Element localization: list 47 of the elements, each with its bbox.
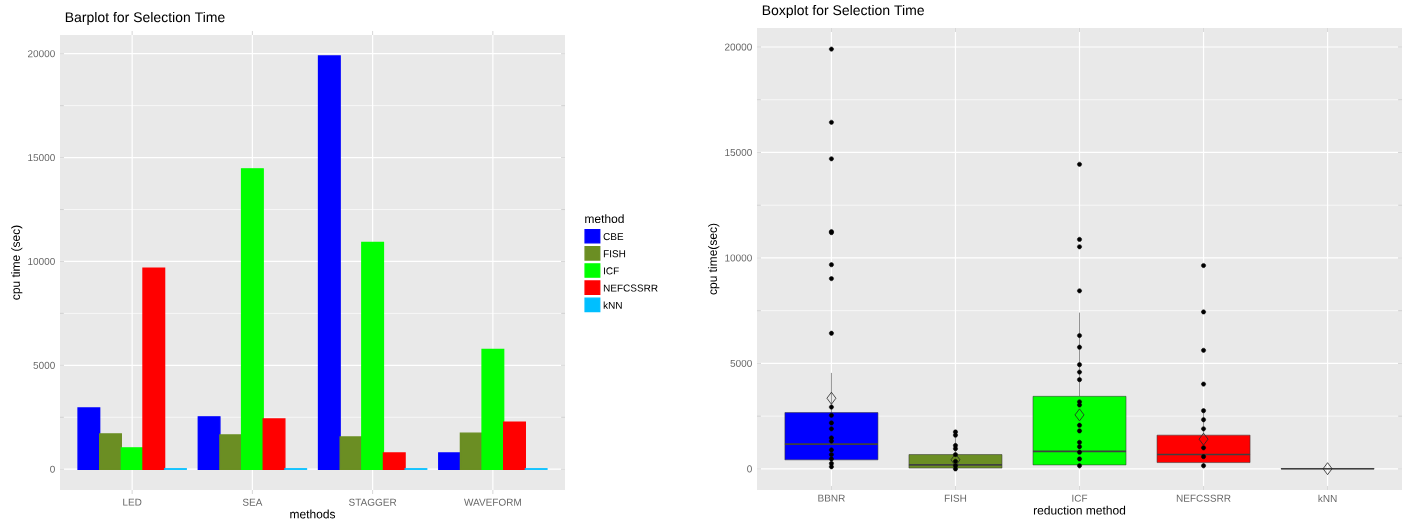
- x-tick-label: WAVEFORM: [464, 498, 521, 506]
- bar: [142, 267, 166, 470]
- y-tick-label: 15000: [725, 148, 752, 157]
- y-tick-label: 10000: [28, 257, 55, 266]
- x-tick-label: STAGGER: [349, 498, 397, 506]
- legend-label: ICF: [604, 267, 619, 275]
- bar: [438, 452, 462, 470]
- bar: [382, 452, 406, 470]
- legend-label: CBE: [603, 233, 624, 241]
- y-tick-label: 5000: [33, 361, 55, 369]
- y-tick-label: 20000: [724, 43, 752, 51]
- bar: [120, 447, 144, 470]
- x-tick-label: kNN: [1318, 494, 1337, 502]
- bar: [317, 55, 341, 470]
- bar: [197, 416, 221, 470]
- y-tick-label: 0: [50, 465, 55, 473]
- bar: [481, 348, 505, 470]
- bar: [459, 432, 483, 470]
- legend-label: NEFCSSRR: [603, 284, 658, 292]
- x-tick-label: BBNR: [818, 494, 845, 502]
- chart-title: Barplot for Selection Time: [65, 11, 225, 25]
- bar: [99, 433, 122, 470]
- bar: [262, 418, 286, 470]
- y-tick-label: 5000: [730, 359, 752, 367]
- bar: [361, 241, 385, 470]
- x-tick-label: ICF: [1072, 494, 1088, 502]
- y-axis-title: cpu time(sec): [708, 223, 720, 295]
- bar: [240, 168, 264, 470]
- y-tick-label: 15000: [28, 154, 55, 162]
- x-axis-title: methods: [290, 509, 336, 519]
- y-tick-label: 10000: [725, 254, 752, 262]
- legend-label: FISH: [603, 250, 626, 258]
- bar: [339, 436, 363, 470]
- y-tick-label: 20000: [27, 50, 55, 58]
- x-tick-label: NEFCSSRR: [1176, 494, 1231, 502]
- legend-title: method: [585, 214, 624, 224]
- bar: [219, 434, 243, 470]
- y-tick-label: 0: [747, 465, 752, 473]
- x-tick-label: LED: [123, 498, 142, 506]
- chart-title: Boxplot for Selection Time: [762, 4, 924, 18]
- y-axis-title: cpu time (sec): [11, 225, 23, 300]
- x-tick-label: SEA: [242, 498, 263, 506]
- x-axis-title: reduction method: [1033, 505, 1126, 515]
- legend-label: kNN: [603, 301, 622, 309]
- x-tick-label: FISH: [944, 494, 967, 502]
- bar: [77, 407, 101, 470]
- bar: [503, 421, 526, 470]
